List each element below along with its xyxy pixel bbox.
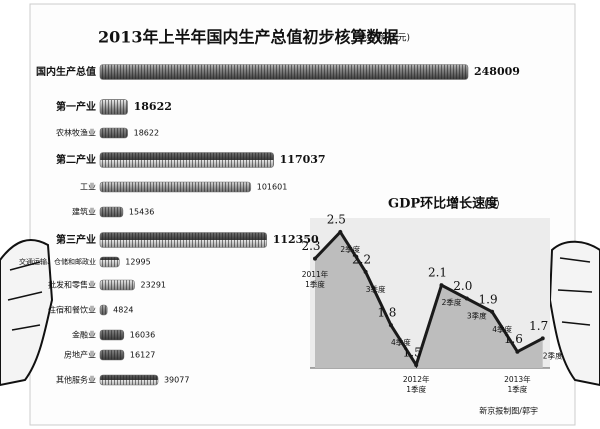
line — [313, 229, 544, 369]
point — [515, 349, 520, 354]
category-label: 2012年 — [403, 374, 430, 384]
point — [540, 336, 545, 341]
category-label: 交通运输、仓储和邮政业 — [19, 257, 96, 266]
value-label: 15436 — [129, 208, 154, 217]
category-label: 第三产业 — [56, 233, 96, 246]
category-label: 2013年 — [504, 374, 531, 384]
category-label: 批发和零售业 — [48, 280, 96, 290]
bar — [99, 206, 124, 218]
bar — [99, 374, 159, 386]
category-label: 农林牧渔业 — [56, 128, 96, 138]
right-fingers — [557, 257, 593, 326]
bar — [99, 64, 469, 80]
value-label: 23291 — [141, 281, 166, 290]
area-shade — [315, 232, 543, 368]
value-label: 1.5 — [403, 346, 422, 360]
value-label: 1.7 — [529, 319, 548, 333]
value-label: 2.1 — [428, 266, 447, 280]
point — [388, 323, 393, 328]
value-label: 12995 — [125, 258, 150, 267]
category-label: 其他服务业 — [56, 375, 96, 385]
bar — [99, 279, 135, 291]
value-label: 4824 — [113, 306, 133, 315]
bar — [99, 99, 128, 115]
category-label: 1季度 — [406, 384, 426, 394]
category-label: 建筑业 — [72, 207, 96, 217]
point — [490, 309, 495, 314]
bar — [99, 181, 252, 193]
bar — [99, 127, 128, 139]
category-label: 3季度 — [366, 284, 386, 294]
value-label: 16127 — [130, 351, 155, 360]
line-title: GDP环比增长速度 — [388, 196, 499, 212]
value-label: 101601 — [257, 183, 288, 192]
bar — [99, 152, 274, 168]
category-label: 国内生产总值 — [36, 65, 96, 78]
category-label: 2011年 — [302, 269, 329, 279]
value-label: 248009 — [474, 65, 520, 78]
bar — [99, 329, 125, 341]
value-label: 18622 — [134, 129, 159, 138]
value-label: 39077 — [164, 376, 189, 385]
point — [338, 230, 343, 234]
category-label: 2季度 — [442, 297, 462, 307]
value-label: 117037 — [280, 153, 326, 166]
category-label: 4季度 — [391, 337, 411, 347]
right-hand — [548, 240, 600, 387]
value-label: 1.6 — [504, 332, 523, 346]
point — [414, 363, 419, 367]
point — [464, 296, 469, 301]
bar-unit: 绝对额(亿元) — [358, 32, 410, 44]
point — [439, 283, 444, 288]
category-label: 住宿和餐饮业 — [48, 305, 96, 315]
bar — [99, 349, 125, 361]
category-label: 2季度 — [340, 244, 360, 254]
category-label: 2季度 — [543, 350, 563, 360]
value-label: 1.8 — [377, 306, 396, 320]
value-label: 2.5 — [327, 213, 346, 227]
left-hand — [0, 239, 54, 387]
bar-title: 2013年上半年国内生产总值初步核算数据 — [98, 28, 399, 47]
category-label: 3季度 — [467, 311, 487, 321]
bar — [99, 256, 120, 268]
value-label: 16036 — [130, 331, 155, 340]
value-label: 2.0 — [453, 279, 472, 293]
value-label: 18622 — [134, 100, 172, 113]
left-fingers — [7, 261, 43, 331]
category-label: 1季度 — [305, 279, 325, 289]
category-label: 工业 — [80, 182, 96, 192]
point — [363, 269, 368, 274]
value-label: 112350 — [273, 233, 319, 246]
category-label: 金融业 — [72, 330, 96, 340]
value-label: 1.9 — [479, 292, 498, 306]
category-label: 房地产业 — [64, 350, 96, 360]
source: 新京报制图/郭宇 — [479, 406, 538, 416]
bar — [99, 304, 108, 316]
point — [313, 256, 317, 261]
category-label: 第一产业 — [56, 100, 96, 113]
line-unit: (%) — [484, 200, 500, 210]
bar — [99, 232, 268, 248]
category-label: 1季度 — [508, 384, 528, 394]
value-label: 2.2 — [352, 252, 371, 266]
category-label: 第二产业 — [56, 153, 96, 166]
value-label: 2.3 — [301, 239, 320, 253]
category-label: 4季度 — [492, 324, 512, 334]
